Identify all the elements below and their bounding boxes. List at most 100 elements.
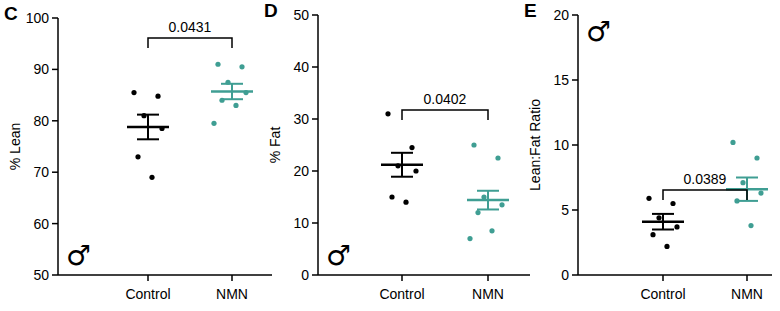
figure: C5060708090100% LeanControlNMN0.0431♂D01… [0,0,780,311]
y-tick-label: 40 [293,59,309,75]
error-cap [736,177,758,179]
error-stem [401,153,403,177]
y-tick [52,69,58,71]
error-bar [391,153,413,177]
data-point [385,111,390,116]
data-point [233,103,238,108]
data-point [481,194,486,199]
p-value: 0.0402 [424,91,467,107]
error-stem [662,214,664,230]
panel-label: E [524,0,537,21]
y-axis [57,18,59,275]
error-cap [477,190,499,192]
y-tick-label: 20 [293,163,309,179]
marks [642,140,768,249]
p-value: 0.0389 [684,171,727,187]
panel-label: C [4,3,18,24]
y-tick-label: 60 [33,216,49,232]
y-tick-label: 50 [293,7,309,23]
x-tick [487,275,489,281]
y-tick [312,14,318,16]
error-stem [487,191,489,210]
panel-label: D [264,0,278,21]
x-tick-label: Control [379,286,424,302]
data-point [211,121,216,126]
data-point [656,215,661,220]
y-tick-label: 5 [561,202,569,218]
x-tick [662,275,664,281]
error-stem [231,84,233,99]
data-point [149,175,154,180]
error-cap [477,208,499,210]
x-axis [58,274,272,276]
panel: D01020304050% FatControlNMN0.0402♂ [264,0,530,302]
data-point [403,200,408,205]
y-tick [572,79,578,81]
data-point [215,62,220,67]
error-cap [137,114,159,116]
x-tick-label: NMN [472,286,504,302]
x-tick-label: NMN [731,286,763,302]
panel: E05101520Lean:Fat RatioControlNMN0.0389♂ [524,0,772,302]
data-point [475,210,480,215]
x-tick [147,275,149,281]
y-tick-label: 10 [293,215,309,231]
data-point [758,191,763,196]
y-tick [572,144,578,146]
data-point [489,228,494,233]
error-bar [477,191,499,210]
data-point [467,236,472,241]
y-tick [52,274,58,276]
x-tick-label: Control [640,286,685,302]
data-point [155,94,160,99]
x-tick [231,275,233,281]
panel: C5060708090100% LeanControlNMN0.0431♂ [4,3,272,302]
y-tick [312,66,318,68]
data-point [664,244,669,249]
significance-bracket [402,110,488,120]
y-axis-label: % Fat [267,127,283,164]
error-stem [147,115,149,140]
error-bar [221,84,243,99]
data-point [413,168,418,173]
x-axis [318,274,530,276]
y-tick [52,17,58,19]
error-bar [652,214,674,230]
y-tick-label: 100 [26,10,50,26]
y-axis-label: Lean:Fat Ratio [527,99,543,191]
x-tick [401,275,403,281]
data-point [650,232,655,237]
data-point [670,201,675,206]
y-tick-label: 50 [33,267,49,283]
data-point [409,145,414,150]
p-value: 0.0431 [169,19,212,35]
y-axis-label: % Lean [7,123,23,170]
y-tick-label: 30 [293,111,309,127]
y-tick [312,118,318,120]
y-tick-label: 15 [553,72,569,88]
data-point [674,224,679,229]
y-tick [52,120,58,122]
marks [381,111,509,241]
sex-symbol: ♂ [586,15,611,48]
sex-symbol: ♂ [326,239,351,272]
x-tick-label: Control [125,286,170,302]
error-cap [391,176,413,178]
significance-bracket [663,190,747,200]
y-tick-label: 90 [33,61,49,77]
error-cap [652,229,674,231]
data-point [135,154,140,159]
data-point [389,194,394,199]
error-cap [652,213,674,215]
y-tick [572,274,578,276]
y-tick [312,274,318,276]
y-tick-label: 0 [561,267,569,283]
data-point [730,140,735,145]
data-point [471,142,476,147]
error-cap [221,83,243,85]
y-tick [52,223,58,225]
sex-symbol: ♂ [66,239,91,272]
data-point [499,202,504,207]
data-point [740,180,745,185]
data-point [131,90,136,95]
